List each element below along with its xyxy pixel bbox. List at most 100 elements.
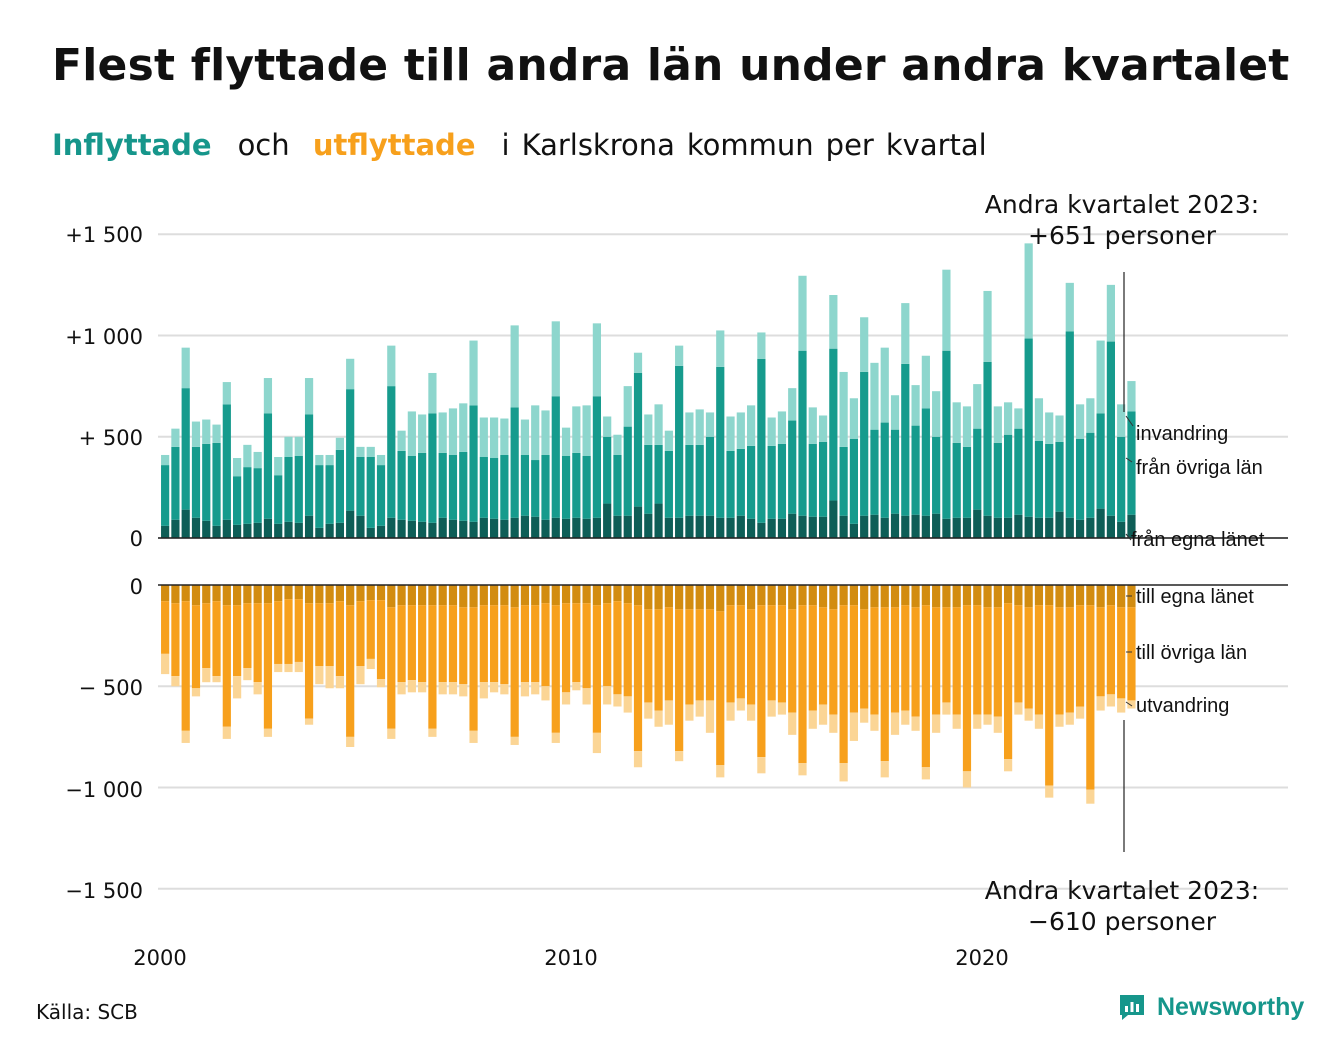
bar-till-egna-lanet <box>932 585 941 608</box>
bar-utvandring <box>304 718 314 725</box>
bar-fran-ovriga-lan <box>418 452 427 522</box>
label-connector <box>1125 533 1132 541</box>
bar-till-egna-lanet <box>541 585 550 604</box>
bar-till-ovriga-lan <box>181 601 190 731</box>
bar-utvandring <box>407 680 416 693</box>
bar-invandring <box>695 409 704 445</box>
bar-utvandring <box>705 700 715 733</box>
bar-fran-egna-lanet <box>1055 511 1064 538</box>
bar-fran-egna-lanet <box>654 503 663 538</box>
bar-invandring <box>418 414 427 453</box>
bar-invandring <box>860 317 869 372</box>
subtitle-word: i <box>501 128 510 162</box>
bar-fran-egna-lanet <box>664 517 673 538</box>
bar-till-egna-lanet <box>1106 585 1115 606</box>
bar-fran-egna-lanet <box>212 525 221 538</box>
bar-utvandring <box>181 730 190 743</box>
subtitle-word: kommun <box>686 128 814 162</box>
bar-till-ovriga-lan <box>212 601 221 677</box>
bar-fran-egna-lanet <box>335 522 344 538</box>
bar-till-ovriga-lan <box>253 603 262 683</box>
bar-fran-egna-lanet <box>1034 517 1044 538</box>
bar-till-egna-lanet <box>500 585 509 606</box>
bar-fran-ovriga-lan <box>1086 432 1095 518</box>
bar-utvandring <box>767 700 776 717</box>
bar-till-ovriga-lan <box>911 607 920 717</box>
bar-fran-ovriga-lan <box>829 348 838 501</box>
bar-utvandring <box>510 736 519 745</box>
bar-till-ovriga-lan <box>613 601 622 695</box>
brand-name: Newsworthy <box>1157 992 1305 1021</box>
bar-utvandring <box>777 702 787 715</box>
bar-invandring <box>767 417 776 446</box>
bar-fran-egna-lanet <box>171 519 180 538</box>
bar-till-egna-lanet <box>161 585 170 602</box>
bar-fran-egna-lanet <box>1127 514 1136 538</box>
bar-invandring <box>520 419 530 455</box>
bar-utvandring <box>818 704 828 725</box>
bar-till-ovriga-lan <box>407 605 416 681</box>
bar-fran-ovriga-lan <box>592 396 601 518</box>
bar-till-ovriga-lan <box>1086 605 1095 790</box>
bar-invandring <box>603 416 612 437</box>
bar-utvandring <box>664 700 673 725</box>
bar-fran-egna-lanet <box>376 525 386 538</box>
bar-fran-ovriga-lan <box>1096 413 1105 509</box>
bar-till-egna-lanet <box>633 585 643 606</box>
bar-till-ovriga-lan <box>222 605 231 727</box>
bar-invandring <box>510 325 519 408</box>
bar-till-egna-lanet <box>870 585 879 608</box>
bar-utvandring <box>716 765 725 778</box>
bar-invandring <box>212 424 221 443</box>
bar-till-ovriga-lan <box>191 605 201 689</box>
bar-fran-ovriga-lan <box>253 468 262 523</box>
bar-till-egna-lanet <box>202 585 211 604</box>
bar-fran-egna-lanet <box>942 518 951 538</box>
bar-fran-egna-lanet <box>1004 517 1013 538</box>
bar-utvandring <box>1117 698 1126 713</box>
bar-till-egna-lanet <box>685 585 694 610</box>
bar-utvandring <box>983 714 992 725</box>
bar-till-egna-lanet <box>222 585 231 606</box>
bar-fran-egna-lanet <box>613 515 622 538</box>
bar-fran-egna-lanet <box>757 522 766 538</box>
bar-invandring <box>1075 404 1085 439</box>
bar-fran-ovriga-lan <box>623 426 632 516</box>
bar-invandring <box>1045 412 1054 444</box>
bar-till-egna-lanet <box>993 585 1002 608</box>
bar-fran-ovriga-lan <box>890 429 900 514</box>
bar-utvandring <box>561 692 571 705</box>
bar-till-egna-lanet <box>788 585 797 610</box>
y-tick-label: + 500 <box>79 426 143 450</box>
bar-fran-egna-lanet <box>263 518 273 538</box>
bar-till-ovriga-lan <box>685 609 694 705</box>
newsworthy-brand[interactable]: Newsworthy <box>1117 992 1304 1022</box>
bar-fran-ovriga-lan <box>1004 434 1013 518</box>
bar-fran-egna-lanet <box>767 518 776 538</box>
bar-fran-egna-lanet <box>531 516 540 538</box>
bar-till-egna-lanet <box>387 585 396 608</box>
bar-till-ovriga-lan <box>1045 605 1054 786</box>
bar-till-ovriga-lan <box>1024 607 1033 709</box>
bar-invandring <box>490 417 499 459</box>
bar-fran-ovriga-lan <box>387 386 396 518</box>
x-tick-label: 2020 <box>955 946 1008 970</box>
bar-fran-ovriga-lan <box>716 366 725 518</box>
bar-till-egna-lanet <box>798 585 807 606</box>
bar-till-egna-lanet <box>253 585 262 604</box>
series-label-invandring: invandring <box>1136 423 1228 445</box>
bar-invandring <box>315 454 324 466</box>
bar-till-ovriga-lan <box>962 605 972 772</box>
bar-till-ovriga-lan <box>1014 605 1023 703</box>
bar-invandring <box>428 372 437 414</box>
bar-fran-ovriga-lan <box>335 449 344 523</box>
bar-fran-egna-lanet <box>901 515 910 538</box>
bar-fran-ovriga-lan <box>531 460 540 517</box>
bar-invandring <box>551 321 560 397</box>
bar-invandring <box>818 415 828 442</box>
bar-fran-egna-lanet <box>788 513 797 538</box>
bar-invandring <box>582 405 591 456</box>
bar-fran-egna-lanet <box>582 518 591 538</box>
bar-fran-egna-lanet <box>911 514 920 538</box>
label-connector <box>1125 457 1133 463</box>
